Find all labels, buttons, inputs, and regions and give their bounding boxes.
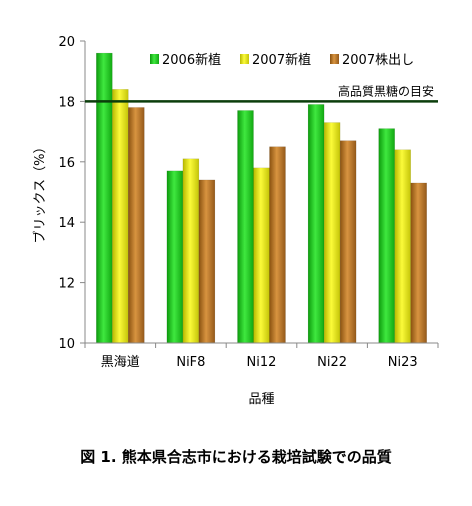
x-tick-label: Ni12: [247, 355, 277, 370]
bar-2007株出し-黒海道: [128, 107, 145, 344]
x-axis: 黒海道 NiF8 Ni12 Ni22 Ni23: [84, 342, 439, 370]
x-axis-title: 品種: [248, 391, 274, 407]
x-tick-label: 黒海道: [101, 355, 140, 370]
x-tick-label: Ni23: [388, 355, 418, 370]
legend-swatch: [150, 54, 159, 64]
legend-label: 2007新植: [252, 52, 311, 68]
legend-label: 2006新植: [162, 52, 221, 68]
y-axis-title: ブリックス（%）: [32, 141, 48, 244]
figure-caption: 図 1. 熊本県合志市における栽培試験での品質: [80, 448, 392, 466]
x-tick-label: Ni22: [317, 355, 347, 370]
bar-2007新植-Ni12: [253, 167, 270, 344]
y-tick-label: 12: [58, 277, 75, 292]
reference-line-label: 高品質黒糖の目安: [338, 83, 434, 98]
bar-2007株出し-Ni12: [269, 146, 286, 344]
bars: [96, 52, 427, 344]
y-tick-label: 16: [58, 156, 75, 171]
y-tick-label: 20: [58, 35, 75, 50]
y-tick-label: 10: [58, 337, 75, 352]
bar-2007新植-Ni23: [394, 149, 411, 344]
bar-2006新植-NiF8: [166, 170, 184, 344]
legend: 2006新植 2007新植 2007株出し: [150, 52, 414, 68]
bar-2007株出し-Ni23: [410, 182, 427, 344]
y-tick-label: 18: [58, 95, 75, 110]
bar-chart: 10 12 14 16 18 20 黒海道 NiF8 Ni12 Ni22 Ni23 高品質黒糖の目…: [32, 35, 439, 407]
legend-swatch: [330, 54, 339, 64]
bar-2006新植-Ni12: [237, 110, 254, 344]
bar-2006新植-Ni22: [307, 104, 325, 344]
bar-2007株出し-NiF8: [198, 179, 216, 344]
legend-label: 2007株出し: [342, 53, 414, 68]
y-axis: 10 12 14 16 18 20: [58, 35, 86, 352]
legend-swatch: [240, 54, 249, 64]
y-tick-label: 14: [58, 216, 75, 231]
bar-2007新植-Ni22: [323, 122, 341, 344]
bar-2007新植-黒海道: [112, 89, 129, 344]
bar-2006新植-Ni23: [378, 128, 395, 344]
bar-2006新植-黒海道: [96, 52, 113, 344]
x-tick-label: NiF8: [176, 355, 205, 370]
bar-2007新植-NiF8: [182, 158, 200, 344]
bar-2007株出し-Ni22: [339, 140, 357, 344]
